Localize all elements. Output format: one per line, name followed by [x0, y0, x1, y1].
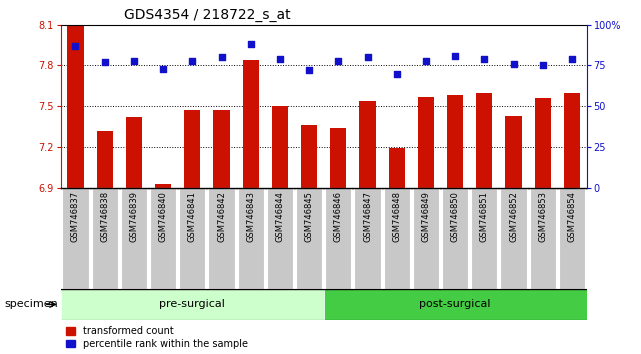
Point: [129, 58, 139, 63]
FancyBboxPatch shape: [267, 188, 293, 289]
Bar: [301, 125, 317, 188]
Text: GSM746838: GSM746838: [100, 191, 109, 242]
Text: GSM746854: GSM746854: [567, 191, 576, 241]
Text: GSM746853: GSM746853: [538, 191, 547, 242]
Text: GSM746842: GSM746842: [217, 191, 226, 241]
FancyBboxPatch shape: [383, 188, 410, 289]
Text: GDS4354 / 218722_s_at: GDS4354 / 218722_s_at: [124, 8, 290, 22]
FancyBboxPatch shape: [324, 289, 587, 320]
Point: [538, 63, 548, 68]
Text: post-surgical: post-surgical: [419, 299, 491, 309]
Legend: transformed count, percentile rank within the sample: transformed count, percentile rank withi…: [66, 326, 248, 349]
Text: GSM746844: GSM746844: [276, 191, 285, 241]
Text: GSM746850: GSM746850: [451, 191, 460, 241]
Text: GSM746840: GSM746840: [158, 191, 167, 241]
FancyBboxPatch shape: [61, 289, 324, 320]
Bar: [388, 148, 404, 188]
Point: [246, 41, 256, 47]
Point: [508, 61, 519, 67]
FancyBboxPatch shape: [442, 188, 468, 289]
Bar: [243, 60, 259, 188]
Bar: [126, 117, 142, 188]
Text: GSM746849: GSM746849: [421, 191, 430, 241]
Point: [479, 56, 490, 62]
Text: GSM746837: GSM746837: [71, 191, 80, 242]
Bar: [476, 93, 492, 188]
Point: [567, 56, 577, 62]
FancyBboxPatch shape: [121, 188, 147, 289]
FancyBboxPatch shape: [62, 188, 88, 289]
Bar: [360, 101, 376, 188]
Bar: [272, 106, 288, 188]
Bar: [447, 95, 463, 188]
Bar: [330, 128, 346, 188]
FancyBboxPatch shape: [559, 188, 585, 289]
Text: pre-surgical: pre-surgical: [160, 299, 225, 309]
Point: [362, 55, 372, 60]
Bar: [418, 97, 434, 188]
FancyBboxPatch shape: [296, 188, 322, 289]
Bar: [67, 26, 83, 188]
FancyBboxPatch shape: [354, 188, 381, 289]
Point: [304, 68, 314, 73]
Point: [187, 58, 197, 63]
Text: GSM746847: GSM746847: [363, 191, 372, 242]
FancyBboxPatch shape: [208, 188, 235, 289]
Point: [158, 66, 168, 72]
Point: [420, 58, 431, 63]
Text: GSM746848: GSM746848: [392, 191, 401, 242]
Bar: [97, 131, 113, 188]
FancyBboxPatch shape: [529, 188, 556, 289]
Text: GSM746851: GSM746851: [480, 191, 489, 241]
Text: GSM746846: GSM746846: [334, 191, 343, 242]
Point: [217, 55, 227, 60]
FancyBboxPatch shape: [179, 188, 205, 289]
Point: [71, 43, 81, 49]
Point: [275, 56, 285, 62]
Text: GSM746839: GSM746839: [129, 191, 138, 242]
Point: [450, 53, 460, 58]
Bar: [155, 184, 171, 188]
Text: GSM746843: GSM746843: [246, 191, 255, 242]
Bar: [535, 98, 551, 188]
FancyBboxPatch shape: [471, 188, 497, 289]
Text: specimen: specimen: [4, 299, 58, 309]
Text: GSM746845: GSM746845: [304, 191, 313, 241]
FancyBboxPatch shape: [325, 188, 351, 289]
FancyBboxPatch shape: [150, 188, 176, 289]
Bar: [564, 93, 580, 188]
Bar: [184, 110, 201, 188]
FancyBboxPatch shape: [238, 188, 264, 289]
FancyBboxPatch shape: [92, 188, 118, 289]
Point: [392, 71, 402, 76]
Text: GSM746852: GSM746852: [509, 191, 518, 241]
Point: [99, 59, 110, 65]
Point: [333, 58, 344, 63]
FancyBboxPatch shape: [501, 188, 527, 289]
Bar: [506, 116, 522, 188]
Text: GSM746841: GSM746841: [188, 191, 197, 241]
Bar: [213, 110, 229, 188]
FancyBboxPatch shape: [413, 188, 439, 289]
